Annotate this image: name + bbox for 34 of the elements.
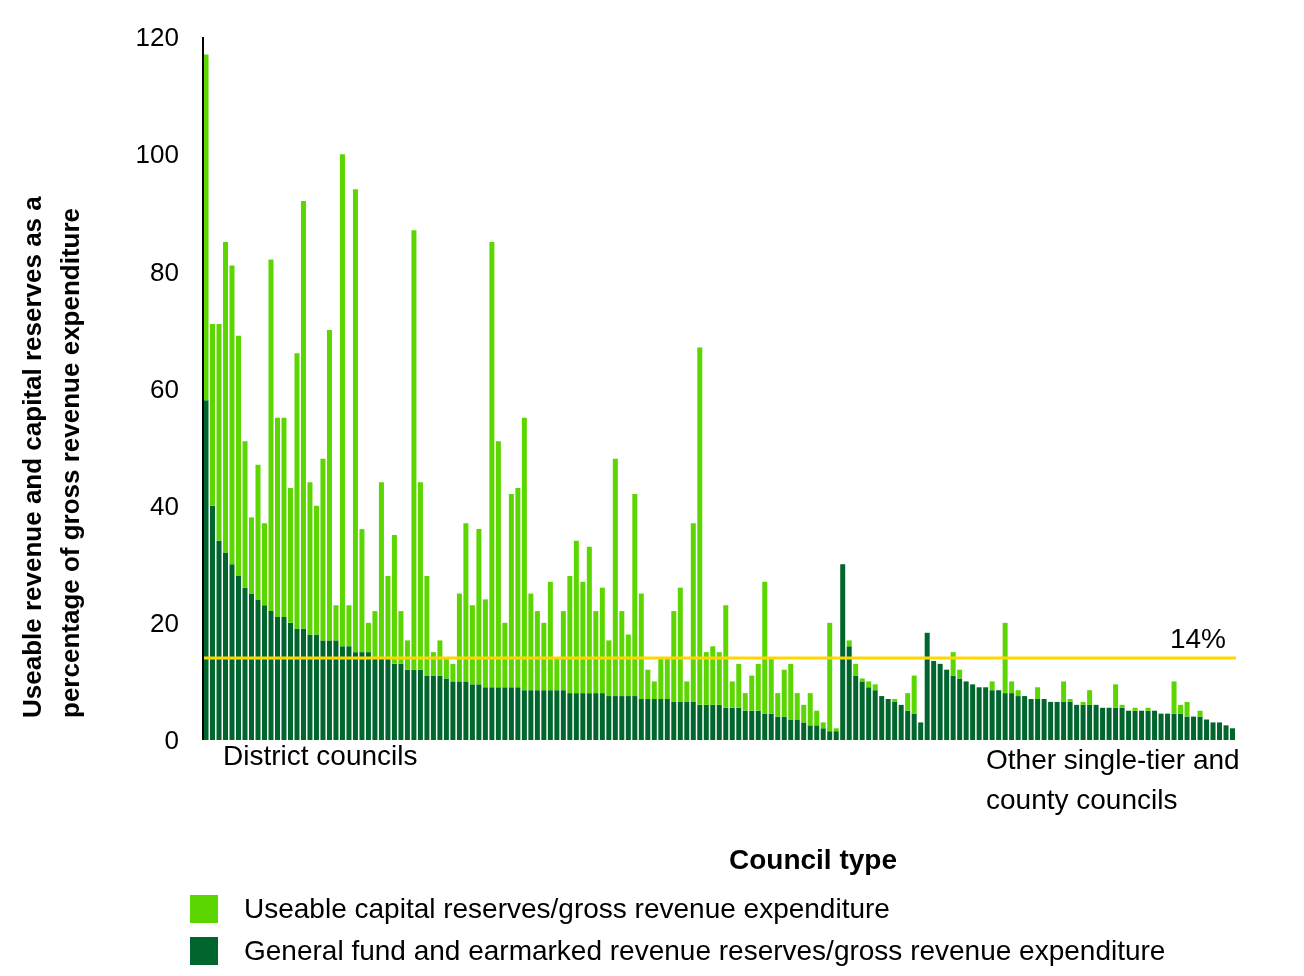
bar [859,678,865,682]
bar [872,684,878,691]
bar [1197,710,1203,717]
bar [1132,707,1138,711]
annotation: District councils [223,740,418,772]
bar [1015,690,1021,697]
bar [833,728,839,732]
bar [1113,684,1119,708]
y-tick-label: 100 [135,139,179,170]
bar [866,681,872,688]
y-tick-label: 80 [150,256,179,287]
bar [1035,687,1041,699]
bar [1119,704,1125,708]
y-tick-label: 60 [150,373,179,404]
bar [892,698,898,702]
y-tick-label: 20 [150,608,179,639]
bar [905,693,911,711]
bar [853,663,859,676]
legend-label: Useable capital reserves/gross revenue expenditure [244,893,890,925]
bar [846,640,852,647]
y-axis-title: Useable revenue and capital reserves as a percentage of gross revenue expenditure [16,195,86,718]
y-tick-label: 120 [135,22,179,53]
bar [1184,701,1190,717]
bar [989,681,995,691]
x-axis-title: Council type [728,844,898,876]
bar [911,675,917,714]
ref-line-label: 14% [1169,622,1226,654]
bar [1061,681,1067,702]
text: Other single-tier and county councils [986,743,1241,817]
y-tick-label: 0 [164,725,179,756]
y-tick-label: 40 [150,490,179,521]
legend-label: General fund and earmarked revenue reserves/gross revenue expenditure [244,935,1166,967]
bar [1067,698,1073,702]
bar [1145,707,1151,711]
